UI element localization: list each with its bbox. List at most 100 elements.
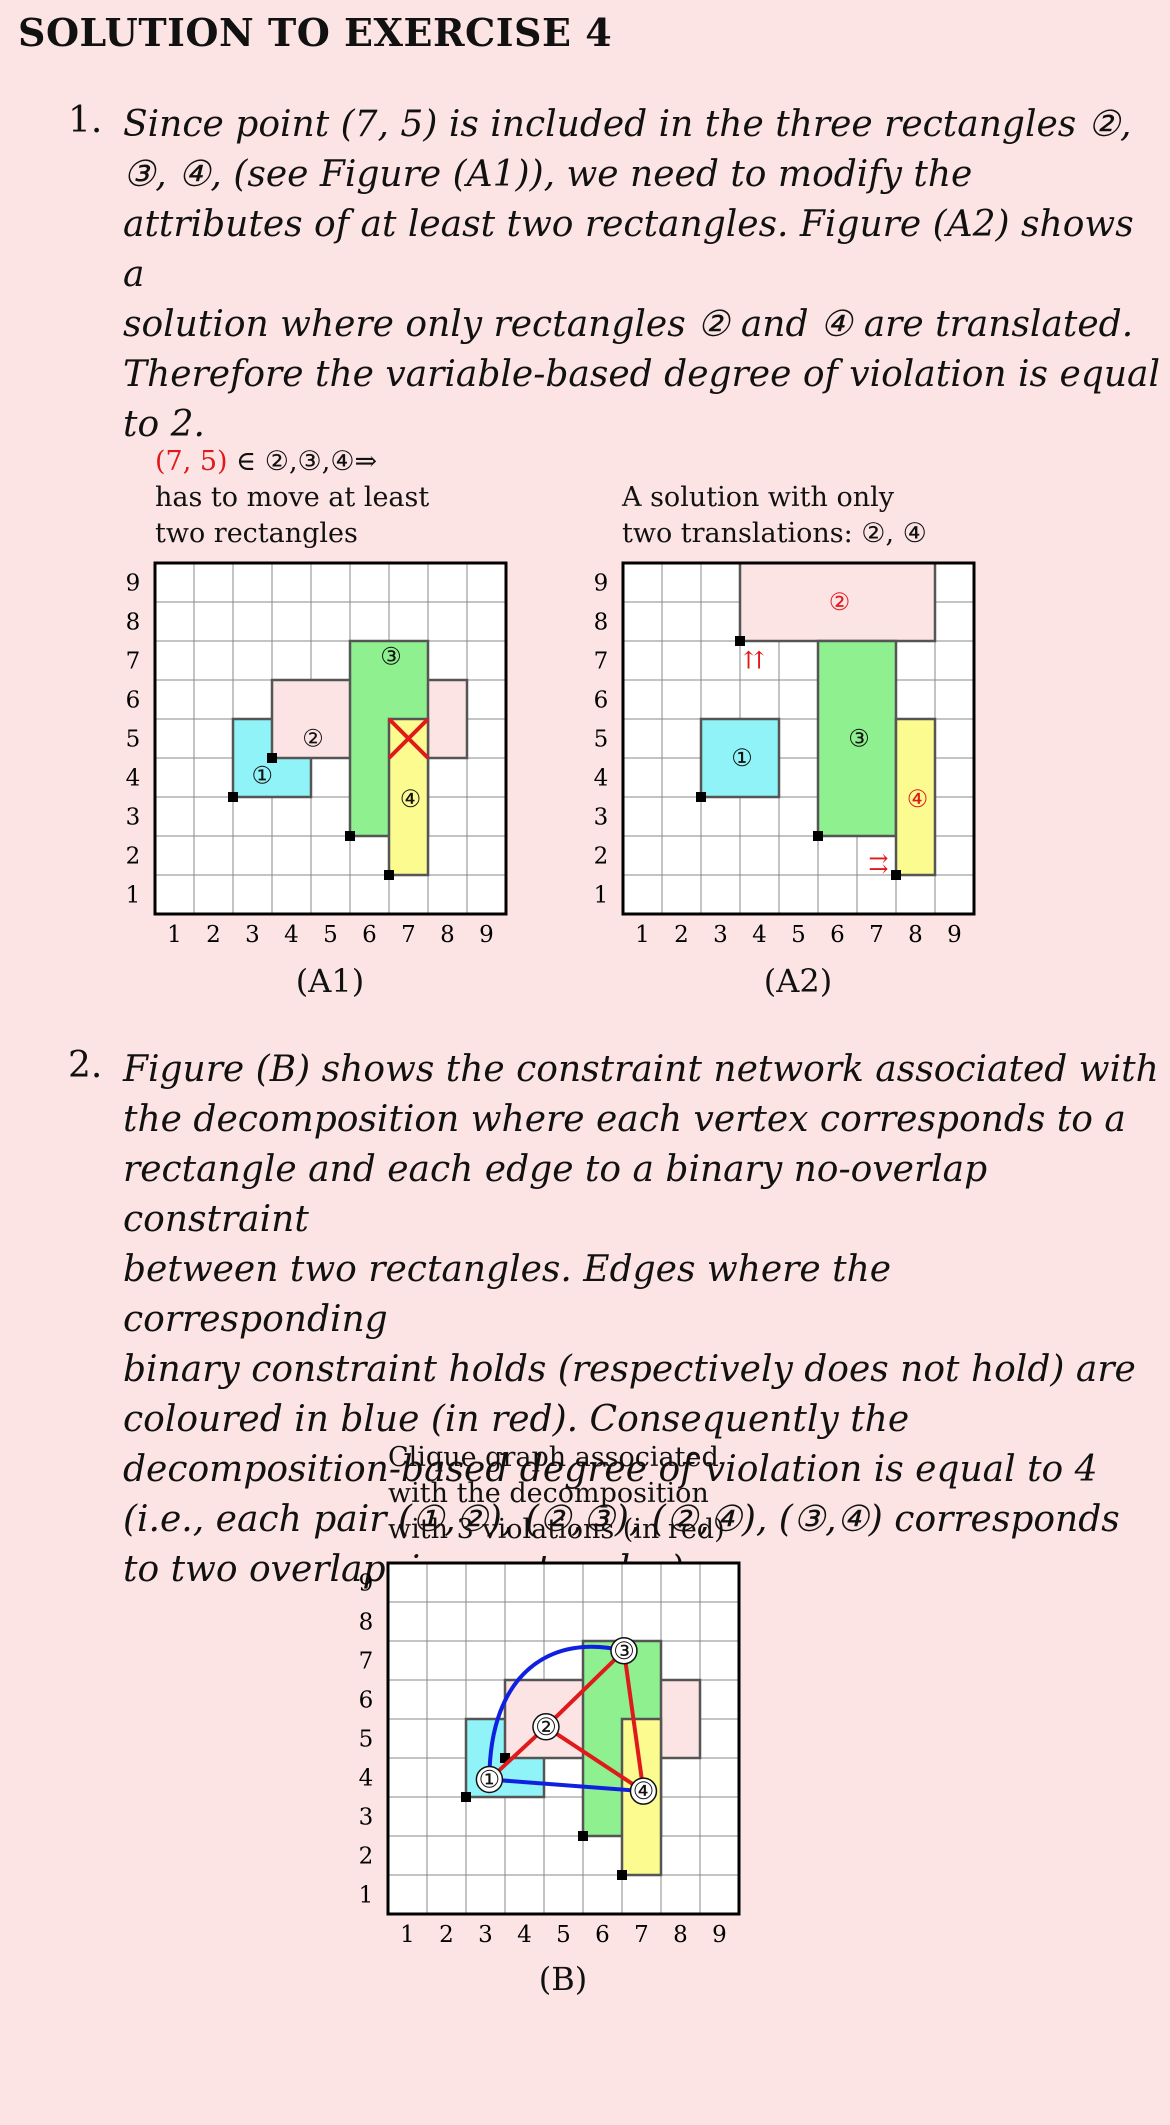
graph-node-label: ③ <box>613 1637 635 1665</box>
item-1-line: attributes of at least two rectangles. F… <box>123 204 1134 295</box>
item-2-line: the decomposition where each vertex corr… <box>123 1099 1126 1140</box>
x-tick-label: 9 <box>712 1922 727 1948</box>
figure-a2-caption: A solution with only two translations: ②… <box>622 480 927 552</box>
caption-text: with the decomposition <box>388 1478 709 1509</box>
item-number-2: 2. <box>68 1045 103 1086</box>
rectangle-1-label: ① <box>731 744 753 772</box>
figure-a2-label: (A2) <box>763 962 833 1000</box>
y-tick-label: 2 <box>359 1844 374 1870</box>
item-1-text: Since point (7, 5) is included in the th… <box>123 100 1163 450</box>
caption-text: has to move at least <box>155 482 430 513</box>
origin-marker <box>696 792 706 802</box>
y-tick-label: 6 <box>594 688 609 714</box>
y-tick-label: 6 <box>359 1688 374 1714</box>
graph-node-label: ② <box>535 1713 557 1741</box>
y-tick-label: 1 <box>126 883 141 909</box>
figure-a1-caption: (7, 5) ∈ ②,③,④⇒ has to move at least two… <box>155 444 429 552</box>
x-tick-label: 3 <box>713 922 728 948</box>
y-tick-label: 7 <box>126 649 141 675</box>
rectangle-2-label: ② <box>829 588 851 616</box>
origin-marker <box>617 1870 627 1880</box>
y-tick-label: 9 <box>126 571 141 597</box>
item-1-line: to 2. <box>123 404 205 445</box>
figure-b-label: (B) <box>538 1960 588 1998</box>
x-tick-label: 3 <box>245 922 260 948</box>
edge-holds <box>487 1644 625 1780</box>
y-tick-label: 8 <box>359 1610 374 1636</box>
x-tick-label: 5 <box>556 1922 571 1948</box>
graph-node <box>532 1713 560 1741</box>
point-label: (7, 5) <box>155 446 228 477</box>
edge-violated <box>544 1725 645 1793</box>
item-1-line: Since point (7, 5) is included in the th… <box>123 104 1132 145</box>
y-tick-label: 3 <box>594 805 609 831</box>
y-tick-label: 9 <box>359 1571 374 1597</box>
y-tick-label: 1 <box>359 1883 374 1909</box>
x-tick-label: 1 <box>635 922 650 948</box>
y-tick-label: 3 <box>126 805 141 831</box>
origin-marker <box>500 1753 510 1763</box>
origin-marker <box>813 831 823 841</box>
grid-border <box>386 1561 741 1916</box>
rectangle-3-label: ③ <box>848 725 870 753</box>
y-tick-label: 7 <box>359 1649 374 1675</box>
rectangle-3-label: ③ <box>380 643 402 671</box>
origin-marker <box>345 831 355 841</box>
x-tick-label: 9 <box>479 922 494 948</box>
y-tick-label: 2 <box>126 844 141 870</box>
rectangle-1 <box>699 717 781 799</box>
rectangle-4-label: ④ <box>400 785 422 813</box>
y-tick-label: 2 <box>594 844 609 870</box>
cross-mark <box>387 717 430 760</box>
y-tick-label: 5 <box>594 727 609 753</box>
graph-node <box>610 1637 638 1665</box>
item-2-line: between two rectangles. Edges where the … <box>123 1249 892 1340</box>
x-tick-label: 4 <box>752 922 767 948</box>
x-tick-label: 5 <box>323 922 338 948</box>
right-arrow-icon: ⇉ <box>868 849 888 877</box>
grid-border <box>621 561 976 916</box>
x-tick-label: 2 <box>206 922 221 948</box>
caption-text: Clique graph associated <box>388 1442 719 1473</box>
x-tick-label: 1 <box>400 1922 415 1948</box>
y-tick-label: 1 <box>594 883 609 909</box>
item-1-line: Therefore the variable-based degree of v… <box>123 354 1160 395</box>
x-tick-label: 6 <box>362 922 377 948</box>
x-tick-label: 2 <box>674 922 689 948</box>
y-tick-label: 4 <box>126 766 141 792</box>
rectangle-2-label: ② <box>302 725 324 753</box>
x-tick-label: 4 <box>517 1922 532 1948</box>
caption-text: with 3 violations (in red) <box>388 1514 725 1545</box>
origin-marker <box>384 870 394 880</box>
y-tick-label: 8 <box>594 610 609 636</box>
rectangle-2 <box>738 561 937 643</box>
x-tick-label: 9 <box>947 922 962 948</box>
x-tick-label: 3 <box>478 1922 493 1948</box>
item-2-line: binary constraint holds (respectively do… <box>123 1349 1136 1390</box>
item-2-line: decomposition-based degree of violation … <box>123 1449 1098 1490</box>
x-tick-label: 6 <box>595 1922 610 1948</box>
origin-marker <box>228 792 238 802</box>
y-tick-label: 6 <box>126 688 141 714</box>
item-1-line: solution where only rectangles ② and ④ a… <box>123 304 1134 345</box>
origin-marker <box>735 636 745 646</box>
edge-violated <box>621 1650 646 1792</box>
edge-violated <box>544 1649 626 1729</box>
origin-marker <box>891 870 901 880</box>
figure-a1-label: (A1) <box>295 962 365 1000</box>
y-tick-label: 4 <box>359 1766 374 1792</box>
item-2-line: coloured in blue (in red). Consequently … <box>123 1399 910 1440</box>
figure-b-caption: Clique graph associated with the decompo… <box>388 1440 725 1548</box>
rectangle-4 <box>387 717 430 877</box>
y-tick-label: 3 <box>359 1805 374 1831</box>
x-tick-label: 5 <box>791 922 806 948</box>
caption-text: two rectangles <box>155 518 358 549</box>
caption-text: two translations: ②, ④ <box>622 518 927 549</box>
x-tick-label: 6 <box>830 922 845 948</box>
x-tick-label: 7 <box>869 922 884 948</box>
y-tick-label: 5 <box>126 727 141 753</box>
graph-node-label: ④ <box>633 1777 655 1805</box>
